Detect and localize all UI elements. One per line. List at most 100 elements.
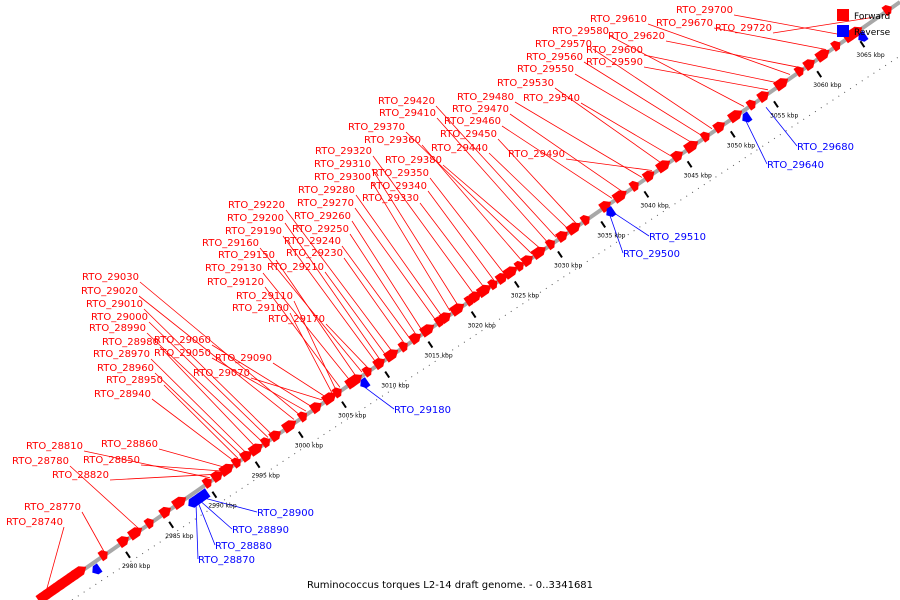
forward-label-connector	[435, 105, 557, 238]
forward-gene-arrow	[230, 457, 241, 469]
forward-gene-label: RTO_29320	[315, 146, 372, 157]
forward-gene-label: RTO_29000	[91, 312, 148, 323]
forward-label-connector	[772, 17, 873, 34]
forward-gene-arrow	[419, 324, 435, 338]
forward-gene-label: RTO_28940	[94, 389, 151, 400]
forward-gene-label: RTO_29240	[284, 236, 341, 247]
scale-tick-label: 3030 kbp	[554, 262, 582, 269]
forward-gene-arrow	[699, 131, 710, 143]
forward-gene-arrow	[657, 160, 668, 172]
forward-gene-label: RTO_29700	[676, 5, 733, 16]
scale-tick	[470, 310, 477, 319]
forward-gene-label: RTO_29260	[294, 211, 351, 222]
forward-gene-label: RTO_29220	[228, 200, 285, 211]
forward-gene-label: RTO_29170	[268, 314, 325, 325]
forward-gene-arrow	[397, 341, 408, 353]
forward-label-connector	[159, 346, 256, 447]
forward-gene-arrow	[259, 437, 270, 449]
forward-gene-arrow	[793, 66, 804, 78]
scale-tick	[427, 341, 434, 349]
forward-label-connector	[427, 190, 495, 281]
forward-label-connector	[146, 332, 263, 442]
scale-tick	[168, 521, 175, 529]
forward-label-connector	[272, 362, 327, 398]
forward-gene-arrow	[513, 260, 524, 272]
forward-gene-arrow	[408, 333, 421, 346]
forward-gene-label: RTO_29270	[297, 198, 354, 209]
forward-gene-arrow	[847, 26, 863, 40]
forward-gene-label: RTO_29410	[379, 108, 436, 119]
forward-gene-label: RTO_29010	[86, 299, 143, 310]
forward-gene-arrow	[127, 527, 143, 541]
forward-gene-label: RTO_29120	[207, 277, 264, 288]
scale-tick	[211, 491, 218, 499]
scale-tick-label: 3020 kbp	[468, 323, 496, 330]
forward-label-connector	[501, 125, 613, 199]
forward-label-connector	[211, 344, 313, 408]
forward-label-connector	[138, 295, 295, 420]
reverse-label-connector	[199, 500, 233, 530]
forward-gene-label: RTO_29380	[385, 155, 442, 166]
forward-gene-arrow	[372, 358, 385, 371]
forward-label-connector	[371, 181, 451, 312]
forward-label-connector	[497, 138, 577, 224]
reverse-gene-label: RTO_29640	[767, 160, 824, 171]
forward-gene-arrow	[468, 291, 481, 304]
forward-gene-label: RTO_29210	[267, 262, 324, 273]
reverse-label-connector	[765, 106, 798, 147]
forward-label-connector	[583, 61, 703, 137]
forward-label-connector	[647, 23, 791, 75]
reverse-gene-label: RTO_28880	[215, 541, 272, 552]
forward-gene-label: RTO_28960	[97, 363, 154, 374]
forward-gene-arrow	[383, 349, 399, 363]
forward-gene-label: RTO_28810	[26, 441, 83, 452]
forward-label-connector	[109, 473, 216, 481]
forward-gene-label: RTO_28980	[102, 337, 159, 348]
forward-gene-label: RTO_28740	[6, 517, 63, 528]
forward-label-connector	[609, 35, 745, 107]
forward-label-connector	[442, 164, 541, 249]
forward-gene-arrow	[239, 450, 252, 463]
forward-gene-arrow	[218, 463, 234, 478]
forward-gene-arrow	[209, 471, 223, 483]
forward-label-connector	[554, 87, 663, 164]
genome-caption: Ruminococcus torques L2-14 draft genome.…	[307, 580, 593, 591]
reverse-gene-label: RTO_28900	[257, 508, 314, 519]
forward-gene-arrow	[641, 170, 655, 183]
forward-label-connector	[733, 14, 847, 36]
forward-gene-arrow	[712, 121, 725, 134]
forward-gene-label: RTO_29130	[205, 263, 262, 274]
forward-gene-arrow	[502, 266, 518, 280]
legend-forward-swatch	[837, 9, 849, 21]
forward-gene-label: RTO_29550	[517, 64, 574, 75]
forward-gene-arrow	[143, 518, 154, 530]
forward-gene-arrow	[247, 443, 263, 457]
scale-tick	[859, 40, 866, 48]
forward-label-connector	[488, 152, 569, 230]
forward-gene-label: RTO_28860	[101, 439, 158, 450]
forward-label-connector	[643, 66, 769, 91]
forward-gene-label: RTO_29150	[218, 250, 275, 261]
scale-tick	[513, 280, 520, 289]
forward-gene-label: RTO_29060	[154, 335, 211, 346]
forward-label-connector	[325, 323, 369, 369]
forward-gene-label: RTO_29460	[444, 116, 501, 127]
forward-label-connector	[262, 272, 351, 381]
scale-tick	[557, 250, 563, 258]
forward-label-connector	[665, 40, 801, 68]
legend-reverse-label: Reverse	[854, 28, 891, 38]
scale-tick-label: 2995 kbp	[252, 473, 280, 480]
reverse-label-connector	[195, 503, 199, 560]
forward-label-connector	[405, 131, 533, 255]
forward-gene-arrow	[520, 255, 533, 268]
legend: Forward Reverse	[837, 9, 891, 38]
scale-tick-label: 2990 kbp	[208, 503, 236, 510]
scale-tick-label: 3045 kbp	[684, 172, 712, 179]
forward-gene-arrow	[475, 284, 491, 299]
forward-label-connector	[713, 27, 827, 50]
forward-label-connector	[264, 286, 341, 388]
scale-tick-label: 3035 kbp	[597, 232, 625, 239]
scale-tick-label: 3065 kbp	[856, 52, 884, 59]
forward-gene-label: RTO_28780	[12, 456, 69, 467]
